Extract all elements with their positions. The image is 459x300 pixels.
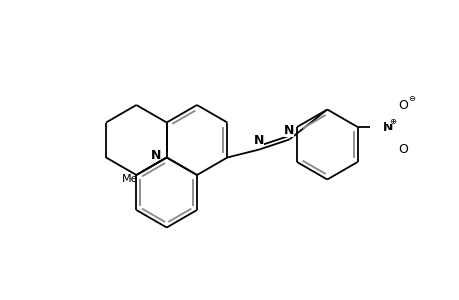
Text: O: O — [398, 142, 408, 155]
Text: N: N — [253, 134, 264, 146]
Text: N: N — [381, 121, 392, 134]
Text: N: N — [151, 149, 161, 162]
Text: O: O — [398, 98, 408, 112]
Text: ⊕: ⊕ — [388, 116, 395, 125]
Text: ⊖: ⊖ — [407, 94, 414, 103]
Text: N: N — [284, 124, 294, 136]
Text: Me: Me — [122, 173, 138, 184]
